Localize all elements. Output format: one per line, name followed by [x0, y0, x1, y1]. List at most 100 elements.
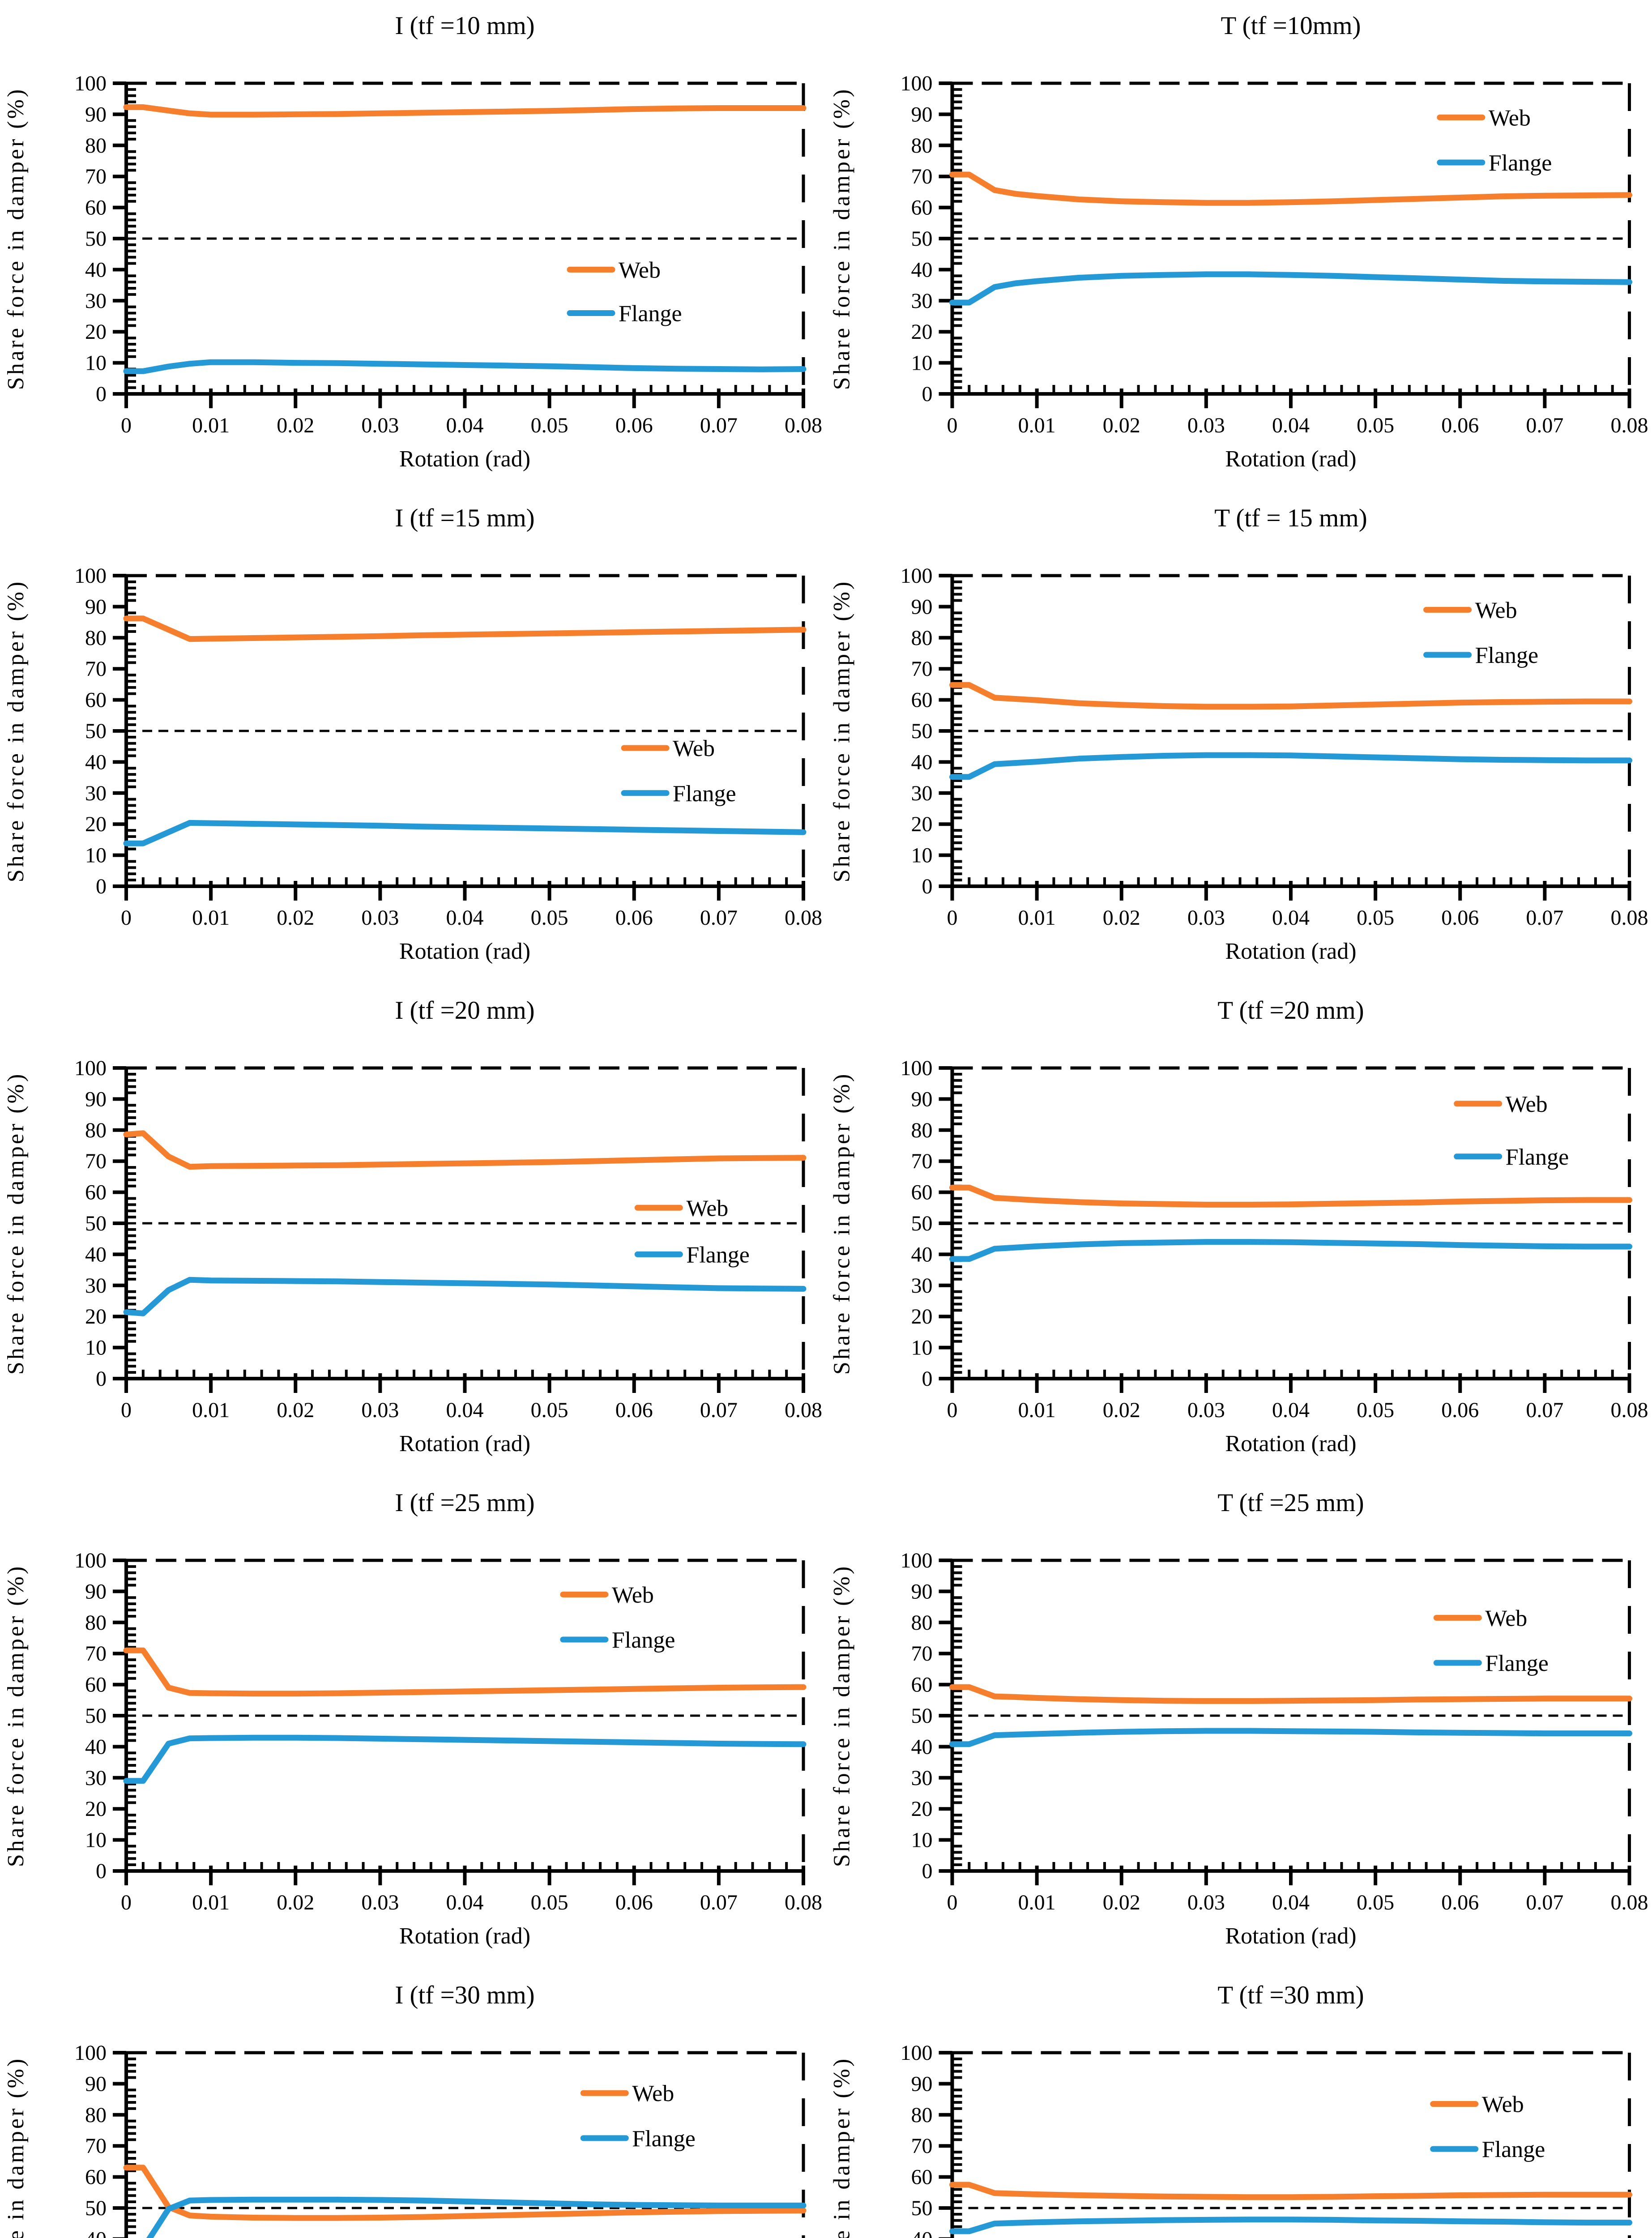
y-tick-label: 60 [911, 196, 933, 220]
chart-title: I (tf =20 mm) [395, 996, 534, 1025]
y-tick-label: 70 [85, 657, 107, 681]
y-tick-label: 30 [911, 782, 933, 805]
x-tick-label: 0.07 [1526, 1891, 1563, 1914]
legend-web-label: Web [1482, 2092, 1524, 2118]
x-tick-label: 0.05 [1357, 414, 1394, 437]
y-tick-label: 50 [911, 2196, 933, 2220]
x-tick-label: 0.03 [361, 414, 399, 437]
x-tick-label: 0.02 [1103, 1398, 1140, 1422]
legend-flange-label: Flange [619, 301, 682, 327]
legend-flange-label: Flange [673, 781, 736, 807]
x-tick-label: 0.03 [1187, 1398, 1225, 1422]
y-tick-label: 20 [85, 320, 107, 344]
y-tick-label: 10 [85, 844, 107, 867]
y-tick-label: 30 [911, 1274, 933, 1298]
web-series-line [949, 1184, 1632, 1208]
x-tick-label: 0.05 [1357, 1398, 1394, 1422]
web-series-line [123, 1647, 807, 1697]
y-tick-label: 10 [911, 1336, 933, 1360]
x-tick-label: 0 [947, 414, 958, 437]
x-tick-label: 0.04 [446, 1891, 484, 1914]
x-tick-label: 0.05 [531, 906, 568, 930]
legend-flange-label: Flange [1485, 1651, 1549, 1676]
y-tick-label: 70 [85, 165, 107, 188]
x-tick-label: 0.06 [615, 414, 653, 437]
y-tick-label: 80 [911, 1611, 933, 1635]
x-tick-label: 0.07 [1526, 1398, 1563, 1422]
y-tick-label: 10 [85, 1336, 107, 1360]
y-axis-title: Share force in damper (%) [3, 1072, 29, 1375]
y-tick-label: 90 [85, 103, 107, 126]
chart-title: T (tf =25 mm) [1217, 1489, 1364, 1517]
legend-web-label: Web [1475, 598, 1517, 623]
x-tick-label: 0.04 [1272, 414, 1310, 437]
x-tick-label: 0.05 [531, 1891, 568, 1914]
flange-series-line [123, 820, 807, 846]
y-tick-label: 0 [96, 875, 107, 898]
y-tick-label: 70 [85, 1642, 107, 1666]
x-axis-title: Rotation (rad) [399, 939, 530, 964]
y-tick-label: 40 [911, 750, 933, 774]
x-tick-label: 0.08 [1611, 414, 1648, 437]
y-tick-label: 50 [85, 2196, 107, 2220]
x-tick-label: 0.04 [1272, 1398, 1310, 1422]
y-tick-label: 90 [85, 1087, 107, 1111]
y-tick-label: 0 [922, 1367, 933, 1391]
x-tick-label: 0.08 [785, 414, 822, 437]
web-series-line [949, 2182, 1632, 2200]
y-tick-label: 50 [85, 227, 107, 251]
x-tick-label: 0.03 [361, 1398, 399, 1422]
flange-series-line [123, 359, 807, 374]
chart-panel-7: 0 10 20 30 40 50 60 70 80 90 100 0 0.01 0.02 0.03 0.04 0… [829, 1489, 1648, 1949]
flange-series-line [949, 2217, 1632, 2234]
y-tick-label: 50 [85, 1212, 107, 1235]
y-tick-label: 20 [911, 812, 933, 836]
y-tick-label: 10 [85, 1828, 107, 1852]
legend-flange-label: Flange [686, 1242, 750, 1268]
x-tick-label: 0.06 [1441, 906, 1479, 930]
y-tick-label: 10 [911, 351, 933, 375]
x-tick-label: 0.01 [1018, 414, 1056, 437]
web-series-line [123, 615, 807, 642]
y-tick-label: 80 [85, 1611, 107, 1635]
y-tick-label: 70 [85, 1149, 107, 1173]
flange-series-line [949, 271, 1632, 306]
y-tick-label: 90 [911, 103, 933, 126]
y-tick-label: 30 [911, 289, 933, 313]
y-tick-label: 10 [85, 351, 107, 375]
y-tick-label: 100 [901, 564, 933, 588]
x-tick-label: 0 [121, 1891, 132, 1914]
y-tick-label: 100 [74, 1549, 107, 1572]
legend-flange-label: Flange [1506, 1145, 1569, 1170]
y-tick-label: 60 [911, 2165, 933, 2189]
x-tick-label: 0.07 [700, 906, 738, 930]
chart-title: T (tf = 15 mm) [1214, 504, 1367, 532]
x-tick-label: 0.02 [277, 1891, 314, 1914]
y-tick-label: 90 [85, 595, 107, 619]
x-tick-label: 0.05 [531, 414, 568, 437]
y-tick-label: 100 [74, 2041, 107, 2065]
x-tick-label: 0.07 [700, 414, 738, 437]
y-tick-label: 40 [85, 1243, 107, 1266]
x-tick-label: 0 [121, 414, 132, 437]
x-tick-label: 0.06 [615, 906, 653, 930]
legend-flange-label: Flange [1489, 150, 1552, 176]
x-tick-label: 0.01 [192, 1398, 230, 1422]
y-tick-label: 0 [922, 875, 933, 898]
flange-series-line [949, 752, 1632, 780]
y-tick-label: 100 [74, 72, 107, 95]
x-tick-label: 0.05 [531, 1398, 568, 1422]
chart-panel-4: 0 10 20 30 40 50 60 70 80 90 100 0 0.01 0.02 0.03 0.04 0… [3, 996, 822, 1456]
y-tick-label: 50 [911, 719, 933, 743]
y-tick-label: 50 [911, 1212, 933, 1235]
y-axis-title: Share force in damper (%) [3, 2057, 29, 2238]
flange-series-line [949, 1728, 1632, 1747]
y-tick-label: 30 [911, 1766, 933, 1790]
x-tick-label: 0.03 [361, 906, 399, 930]
chart-panel-6: 0 10 20 30 40 50 60 70 80 90 100 0 0.01 0.02 0.03 0.04 0… [3, 1489, 822, 1949]
y-tick-label: 0 [96, 1367, 107, 1391]
chart-panel-5: 0 10 20 30 40 50 60 70 80 90 100 0 0.01 0.02 0.03 0.04 0… [829, 996, 1648, 1456]
flange-series-line [123, 1277, 807, 1316]
y-tick-label: 70 [911, 1642, 933, 1666]
x-tick-label: 0.01 [192, 414, 230, 437]
